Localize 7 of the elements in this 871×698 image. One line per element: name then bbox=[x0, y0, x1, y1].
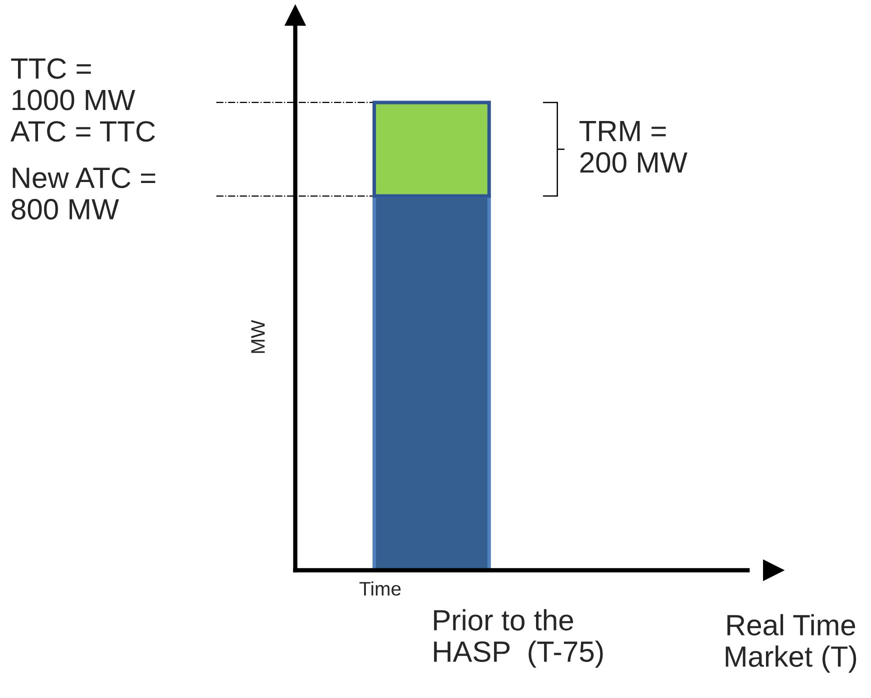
x-axis-title: Time bbox=[359, 581, 401, 596]
ref-line-label: New ATC = 800 MW bbox=[12, 168, 156, 220]
x-tick-label: Prior to the HASP (T-75) bbox=[434, 609, 603, 668]
y-axis-title: MW bbox=[251, 320, 265, 353]
x-tick-label: Real Time Market (T) bbox=[726, 614, 856, 673]
ref-line-label: TTC = 1000 MW ATC = TTC bbox=[10, 58, 155, 142]
annotation: TRM = 200 MW bbox=[580, 121, 688, 173]
